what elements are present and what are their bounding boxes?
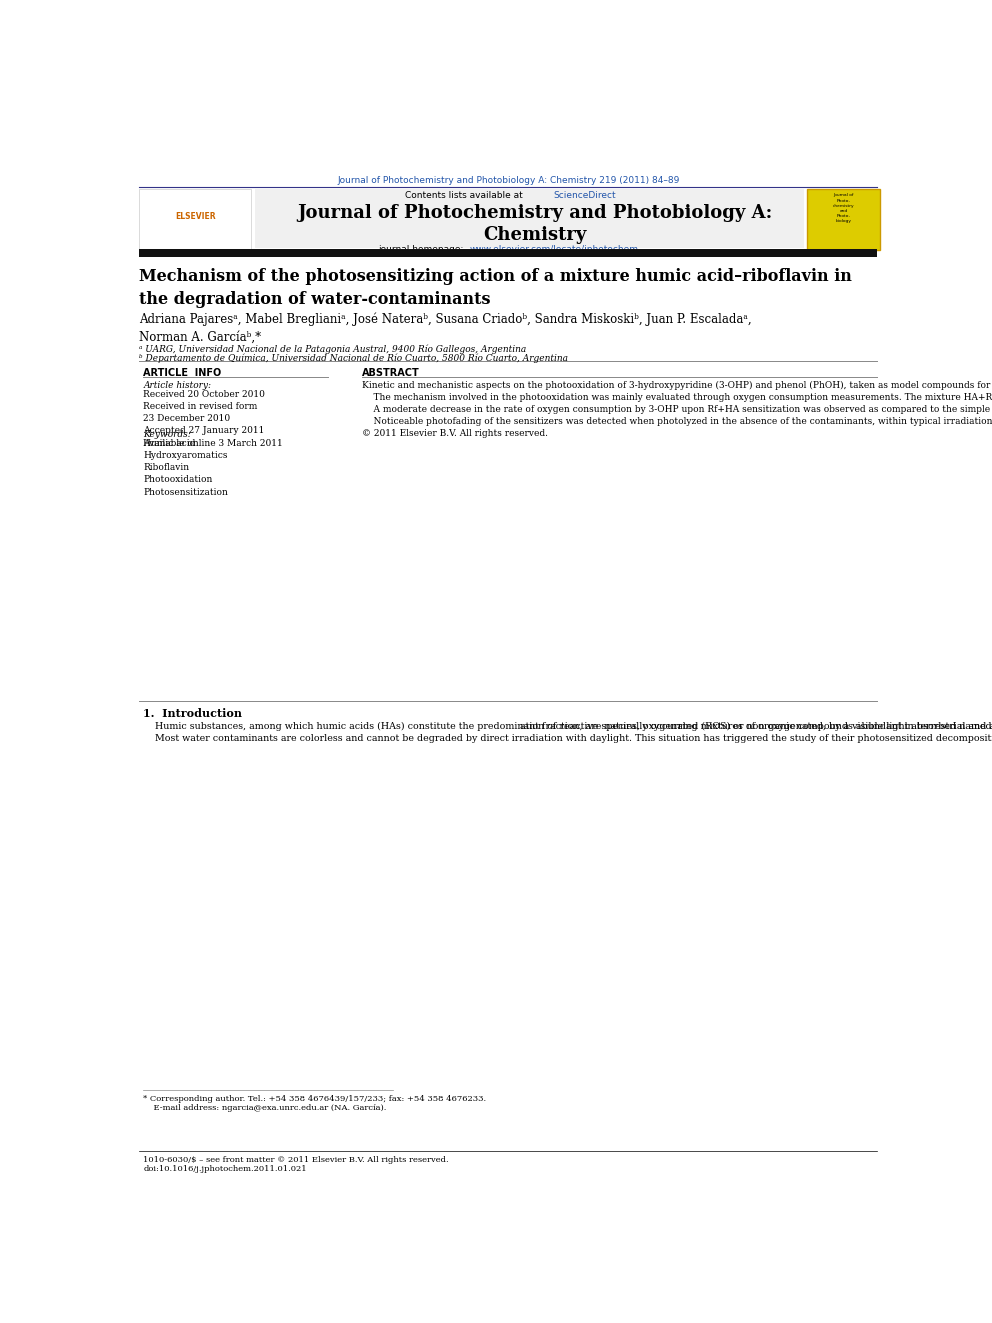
Text: Humic acid
Hydroxyaromatics
Riboflavin
Photooxidation
Photosensitization: Humic acid Hydroxyaromatics Riboflavin P… — [143, 439, 228, 496]
Text: 1.  Introduction: 1. Introduction — [143, 708, 242, 718]
Text: Contents lists available at: Contents lists available at — [405, 192, 525, 200]
Text: Chemistry: Chemistry — [484, 226, 587, 243]
Text: Article history:: Article history: — [143, 381, 211, 390]
Text: ELSEVIER: ELSEVIER — [176, 212, 216, 221]
Text: Journal of Photochemistry and Photobiology A:: Journal of Photochemistry and Photobiolo… — [298, 204, 773, 221]
Text: Adriana Pajaresᵃ, Mabel Breglianiᵃ, José Nateraᵇ, Susana Criadoᵇ, Sandra Miskosk: Adriana Pajaresᵃ, Mabel Breglianiᵃ, José… — [139, 312, 752, 344]
Text: Keywords:: Keywords: — [143, 430, 191, 439]
Text: ScienceDirect: ScienceDirect — [554, 192, 616, 200]
Text: ARTICLE  INFO: ARTICLE INFO — [143, 368, 221, 377]
Text: Journal of
Photo-
chemistry
and
Photo-
biology: Journal of Photo- chemistry and Photo- b… — [833, 193, 854, 224]
Text: journal homepage:: journal homepage: — [378, 245, 466, 254]
Text: Humic substances, among which humic acids (HAs) constitute the predominant fract: Humic substances, among which humic acid… — [143, 722, 992, 744]
Text: ABSTRACT: ABSTRACT — [362, 368, 420, 377]
Text: * Corresponding author. Tel.: +54 358 4676439/157/233; fax: +54 358 4676233.: * Corresponding author. Tel.: +54 358 46… — [143, 1095, 486, 1103]
FancyBboxPatch shape — [139, 189, 251, 250]
Text: Journal of Photochemistry and Photobiology A: Chemistry 219 (2011) 84–89: Journal of Photochemistry and Photobiolo… — [337, 176, 680, 185]
Text: E-mail address: ngarcia@exa.unrc.edu.ar (NA. García).: E-mail address: ngarcia@exa.unrc.edu.ar … — [143, 1105, 387, 1113]
Text: ation of reactive species, oxygenated (ROS) or non oxygenated, by a visible ligh: ation of reactive species, oxygenated (R… — [520, 722, 992, 732]
FancyBboxPatch shape — [806, 189, 880, 250]
Text: ᵇ Departamento de Química, Universidad Nacional de Río Cuarto, 5800 Río Cuarto, : ᵇ Departamento de Química, Universidad N… — [139, 353, 568, 363]
Text: 1010-6030/$ – see front matter © 2011 Elsevier B.V. All rights reserved.: 1010-6030/$ – see front matter © 2011 El… — [143, 1156, 448, 1164]
Text: www.elsevier.com/locate/jphotochem: www.elsevier.com/locate/jphotochem — [470, 245, 639, 254]
Text: Mechanism of the photosensitizing action of a mixture humic acid–riboflavin in
t: Mechanism of the photosensitizing action… — [139, 267, 852, 308]
Text: Received 20 October 2010
Received in revised form
23 December 2010
Accepted 27 J: Received 20 October 2010 Received in rev… — [143, 390, 283, 447]
FancyBboxPatch shape — [139, 250, 878, 257]
FancyBboxPatch shape — [255, 189, 805, 249]
Text: ᵃ UARG, Universidad Nacional de la Patagonia Austral, 9400 Río Gallegos, Argenti: ᵃ UARG, Universidad Nacional de la Patag… — [139, 344, 527, 353]
Text: doi:10.1016/j.jphotochem.2011.01.021: doi:10.1016/j.jphotochem.2011.01.021 — [143, 1166, 307, 1174]
Text: Kinetic and mechanistic aspects on the photooxidation of 3-hydroxypyridine (3-OH: Kinetic and mechanistic aspects on the p… — [362, 381, 992, 438]
